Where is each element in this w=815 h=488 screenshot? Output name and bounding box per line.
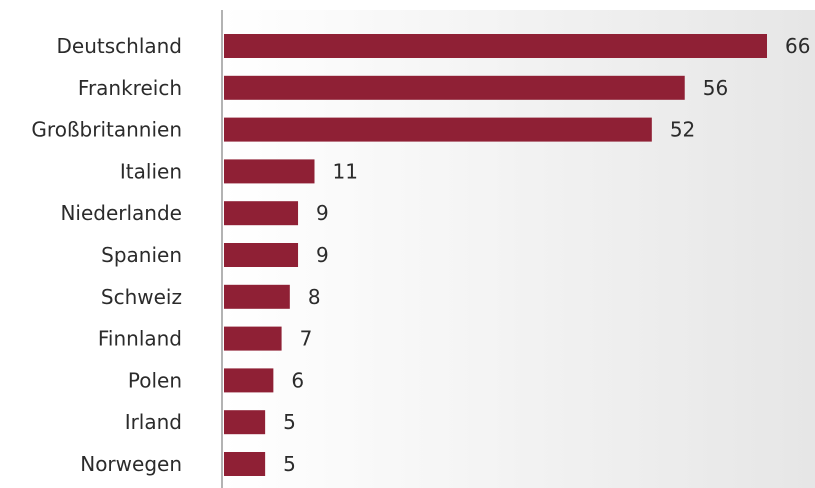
bar-großbritannien <box>224 117 652 142</box>
category-label: Großbritannien <box>31 118 182 142</box>
value-label: 11 <box>333 159 358 183</box>
bar-spanien <box>224 243 299 267</box>
category-label: Italien <box>120 159 182 183</box>
value-label: 56 <box>703 76 728 100</box>
bar-finnland <box>224 326 282 351</box>
value-label: 6 <box>291 368 304 392</box>
value-label: 9 <box>316 201 329 225</box>
bar-niederlande <box>224 201 299 226</box>
category-label: Polen <box>128 368 182 392</box>
category-label: Frankreich <box>78 76 182 100</box>
category-label: Finnland <box>98 327 182 351</box>
bar-irland <box>224 410 266 435</box>
value-label: 9 <box>316 243 329 267</box>
bar-polen <box>224 368 274 393</box>
category-label: Irland <box>125 410 182 434</box>
category-label: Norwegen <box>80 452 182 476</box>
bars-layer <box>224 34 767 476</box>
value-label: 8 <box>308 285 321 309</box>
bar-norwegen <box>224 452 266 476</box>
bar-schweiz <box>224 284 290 309</box>
category-label: Schweiz <box>101 285 182 309</box>
category-label: Niederlande <box>60 201 182 225</box>
value-label: 5 <box>283 452 296 476</box>
value-label: 66 <box>785 34 810 58</box>
value-label: 52 <box>670 118 695 142</box>
category-label: Spanien <box>101 243 182 267</box>
value-label: 5 <box>283 410 296 434</box>
bar-deutschland <box>224 34 767 58</box>
category-label: Deutschland <box>57 34 183 58</box>
bar-italien <box>224 159 315 184</box>
value-label: 7 <box>300 327 313 351</box>
bar-frankreich <box>224 75 685 100</box>
